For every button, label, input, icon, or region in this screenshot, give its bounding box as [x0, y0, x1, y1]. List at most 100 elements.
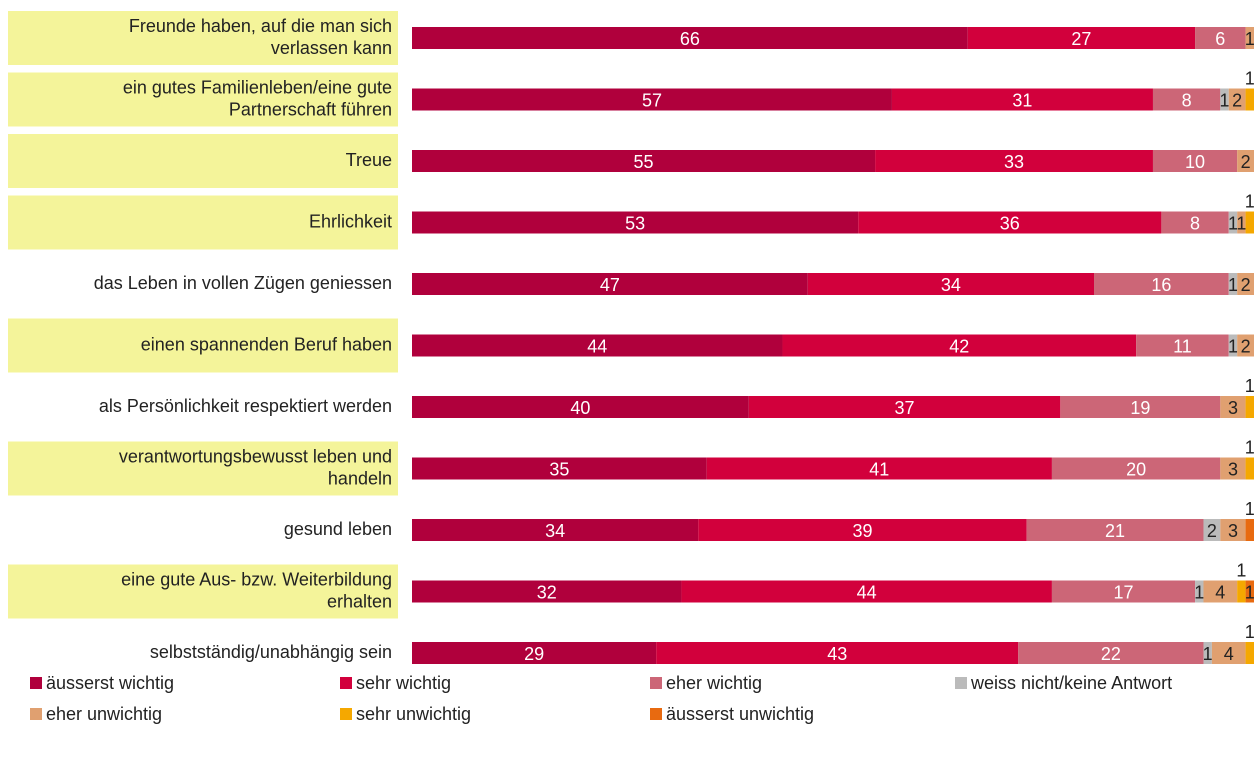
- label-highlight: [8, 318, 398, 373]
- bar-segment: [891, 88, 1153, 111]
- bar-segment: [1220, 88, 1229, 111]
- value-label: 36: [1000, 213, 1020, 233]
- bar-segment: [1220, 457, 1246, 480]
- bar-segment: [681, 580, 1052, 603]
- bar-segment: [412, 211, 859, 234]
- value-label: 1: [1203, 644, 1213, 664]
- bar-segment: [412, 519, 699, 541]
- value-label: 20: [1126, 459, 1146, 479]
- bar-segment: [1060, 396, 1221, 418]
- value-label: 6: [1215, 29, 1225, 49]
- bar-segment: [1237, 334, 1254, 357]
- value-label: 40: [570, 398, 590, 418]
- value-label: 34: [941, 275, 961, 295]
- label-highlight: [8, 195, 398, 250]
- category-label: erhalten: [327, 591, 392, 611]
- legend-label: sehr unwichtig: [356, 704, 471, 724]
- bar-segment: [412, 273, 808, 295]
- bar-segment: [1245, 457, 1254, 480]
- value-label: 1: [1228, 213, 1238, 233]
- legend-swatch: [340, 677, 352, 689]
- value-label: 1: [1245, 499, 1255, 519]
- value-label: 8: [1190, 213, 1200, 233]
- value-label: 35: [549, 459, 569, 479]
- value-label: 32: [537, 582, 557, 602]
- value-label: 2: [1241, 275, 1251, 295]
- value-label: 37: [895, 398, 915, 418]
- value-label: 3: [1228, 398, 1238, 418]
- bar-segment: [1195, 580, 1204, 603]
- bar-segment: [1228, 334, 1238, 357]
- value-label: 39: [852, 521, 872, 541]
- category-label: das Leben in vollen Zügen geniessen: [94, 273, 392, 293]
- value-label: 2: [1241, 336, 1251, 356]
- value-label: 19: [1130, 398, 1150, 418]
- value-label: 16: [1151, 275, 1171, 295]
- value-label: 3: [1228, 521, 1238, 541]
- bar-segment: [1220, 519, 1246, 541]
- value-label: 1: [1245, 622, 1255, 642]
- bar-segment: [967, 27, 1196, 49]
- bar-segment: [1237, 211, 1246, 234]
- bar-segment: [1245, 211, 1254, 234]
- bar-segment: [412, 396, 749, 418]
- bar-segment: [1195, 27, 1246, 49]
- value-label: 1: [1245, 191, 1255, 211]
- legend-swatch: [650, 677, 662, 689]
- bar-segment: [1152, 88, 1221, 111]
- bar-segment: [1161, 211, 1229, 234]
- category-label: als Persönlichkeit respektiert werden: [99, 396, 392, 416]
- category-label: Treue: [346, 150, 392, 170]
- bar-segment: [1245, 396, 1254, 418]
- legend-label: eher unwichtig: [46, 704, 162, 724]
- legend-label: äusserst wichtig: [46, 673, 174, 693]
- value-label: 1: [1228, 336, 1238, 356]
- bar-segment: [1245, 642, 1254, 664]
- value-label: 47: [600, 275, 620, 295]
- bar-segment: [412, 150, 876, 172]
- value-label: 1: [1245, 582, 1255, 602]
- category-label: Ehrlichkeit: [309, 211, 392, 231]
- bar-segment: [1051, 457, 1221, 480]
- bar-segment: [1220, 396, 1246, 418]
- bar-segment: [412, 642, 657, 664]
- legend-label: äusserst unwichtig: [666, 704, 814, 724]
- value-label: 3: [1228, 459, 1238, 479]
- value-label: 53: [625, 213, 645, 233]
- bar-segment: [1018, 642, 1204, 664]
- bar-segment: [807, 273, 1095, 295]
- bar-segment: [412, 334, 783, 357]
- bar-segment: [1228, 273, 1238, 295]
- value-label: 11: [1173, 336, 1192, 356]
- bar-segment: [1237, 580, 1246, 603]
- value-label: 42: [949, 336, 969, 356]
- value-label: 1: [1236, 213, 1246, 233]
- value-label: 66: [680, 29, 700, 49]
- bar-segment: [412, 88, 892, 111]
- legend-label: eher wichtig: [666, 673, 762, 693]
- label-highlight: [8, 134, 398, 188]
- value-label: 55: [634, 152, 654, 172]
- value-label: 4: [1224, 644, 1234, 664]
- bar-segment: [1152, 150, 1238, 172]
- value-label: 43: [827, 644, 847, 664]
- category-label: gesund leben: [284, 519, 392, 539]
- bar-segment: [1094, 273, 1229, 295]
- value-label: 10: [1185, 152, 1205, 172]
- label-highlight: [8, 441, 398, 496]
- category-label: eine gute Aus- bzw. Weiterbildung: [121, 569, 392, 589]
- legend-swatch: [340, 708, 352, 720]
- bar-segment: [1237, 150, 1254, 172]
- legend-swatch: [30, 708, 42, 720]
- bar-segment: [875, 150, 1153, 172]
- value-label: 1: [1228, 275, 1238, 295]
- bar-segment: [656, 642, 1019, 664]
- value-label: 1: [1220, 90, 1230, 110]
- bar-segment: [706, 457, 1052, 480]
- bar-segment: [858, 211, 1162, 234]
- value-label: 44: [587, 336, 607, 356]
- legend-swatch: [30, 677, 42, 689]
- value-label: 1: [1245, 29, 1255, 49]
- bar-segment: [782, 334, 1137, 357]
